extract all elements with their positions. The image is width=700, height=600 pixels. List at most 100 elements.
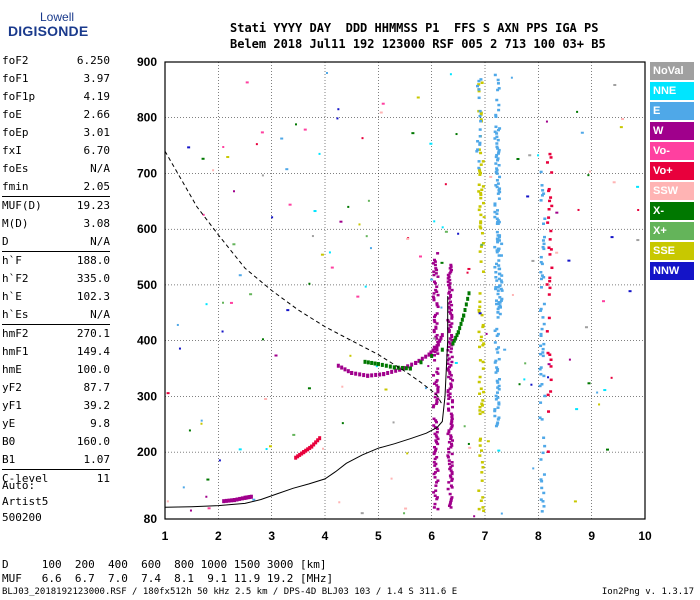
echo-point — [477, 83, 481, 86]
echo-point — [313, 210, 317, 213]
echo-point — [550, 204, 554, 208]
echo-point — [496, 307, 500, 311]
echo-point — [619, 126, 623, 129]
echo-point — [494, 371, 498, 374]
echo-point — [411, 132, 415, 135]
echo-point — [201, 157, 205, 160]
echo-point — [538, 416, 542, 419]
trace-point — [455, 333, 459, 338]
trace-point — [340, 365, 344, 370]
trace-point — [400, 365, 404, 370]
muf-row: MUF 6.6 6.7 7.0 7.4 8.1 9.1 11.9 19.2 [M… — [2, 572, 334, 585]
echo-point — [432, 491, 436, 494]
echo-point — [450, 464, 454, 467]
echo-point — [463, 425, 466, 428]
echo-point — [481, 242, 485, 245]
echo-point — [498, 127, 502, 130]
echo-point — [434, 462, 438, 466]
echo-point — [187, 146, 191, 149]
echo-point — [448, 395, 452, 399]
echo-point — [542, 491, 546, 495]
echo-point — [448, 323, 452, 327]
trace-point — [388, 364, 392, 369]
echo-point — [496, 311, 500, 314]
echo-point — [478, 114, 482, 118]
param-key: h`F — [2, 254, 22, 267]
echo-point — [495, 212, 499, 215]
echo-point — [478, 300, 482, 304]
echo-point — [496, 418, 500, 421]
echo-point — [549, 229, 553, 233]
echo-point — [245, 81, 249, 84]
echo-point — [497, 302, 501, 306]
legend-item-nnw: NNW — [650, 262, 694, 280]
trace-point — [243, 495, 247, 500]
echo-point — [542, 242, 546, 246]
param-row: yF1 39.2 — [0, 397, 112, 415]
echo-point — [477, 89, 481, 93]
echo-point — [449, 427, 453, 431]
param-row: hmE 100.0 — [0, 361, 112, 379]
echo-point — [449, 265, 453, 268]
param-key: yE — [2, 417, 16, 430]
echo-point — [212, 169, 215, 172]
echo-point — [540, 510, 544, 513]
echo-point — [495, 366, 499, 369]
echo-point — [523, 378, 526, 381]
echo-point — [446, 369, 450, 372]
echo-point — [449, 497, 453, 501]
echo-point — [238, 448, 242, 451]
echo-point — [468, 446, 472, 449]
echo-point — [433, 359, 437, 362]
echo-point — [542, 192, 546, 195]
echo-point — [555, 251, 559, 254]
echo-point — [449, 501, 453, 504]
echo-point — [446, 454, 450, 457]
param-row: hmF2 270.1 — [0, 325, 112, 343]
param-key: foEp — [2, 126, 29, 139]
echo-point — [477, 507, 481, 511]
echo-point — [448, 300, 452, 304]
echo-point — [450, 417, 454, 421]
echo-point — [447, 451, 451, 454]
param-value: 19.23 — [76, 199, 110, 212]
echo-point — [500, 512, 503, 515]
echo-point — [432, 404, 436, 407]
echo-point — [495, 327, 499, 331]
echo-point — [496, 396, 500, 399]
y-tick-label: 400 — [137, 334, 157, 348]
echo-point — [432, 318, 436, 322]
echo-point — [496, 138, 500, 142]
echo-point — [478, 205, 482, 208]
trace-point — [294, 455, 298, 460]
echo-point — [337, 108, 340, 111]
echo-point — [218, 459, 221, 462]
x-tick-label: 2 — [215, 529, 222, 543]
echo-point — [587, 174, 590, 177]
echo-point — [479, 113, 483, 116]
echo-point — [539, 309, 543, 312]
trace-point — [436, 341, 440, 346]
echo-point — [432, 337, 436, 340]
echo-point — [480, 243, 484, 246]
echo-point — [498, 284, 502, 287]
echo-point — [547, 189, 551, 193]
echo-point — [493, 215, 497, 219]
param-row: B1 1.07 — [0, 451, 112, 469]
echo-point — [497, 357, 501, 361]
param-value: 2.66 — [83, 108, 111, 121]
trace-point — [384, 363, 388, 368]
echo-point — [200, 419, 203, 422]
echo-point — [495, 262, 499, 266]
echo-point — [434, 489, 438, 492]
echo-point — [541, 351, 545, 354]
echo-point — [480, 402, 484, 406]
echo-point — [435, 290, 439, 293]
echo-point — [440, 261, 444, 264]
echo-point — [434, 288, 438, 292]
echo-point — [450, 317, 454, 320]
echo-point — [238, 274, 242, 277]
echo-point — [613, 83, 617, 86]
echo-point — [447, 302, 451, 305]
echo-point — [547, 293, 551, 296]
